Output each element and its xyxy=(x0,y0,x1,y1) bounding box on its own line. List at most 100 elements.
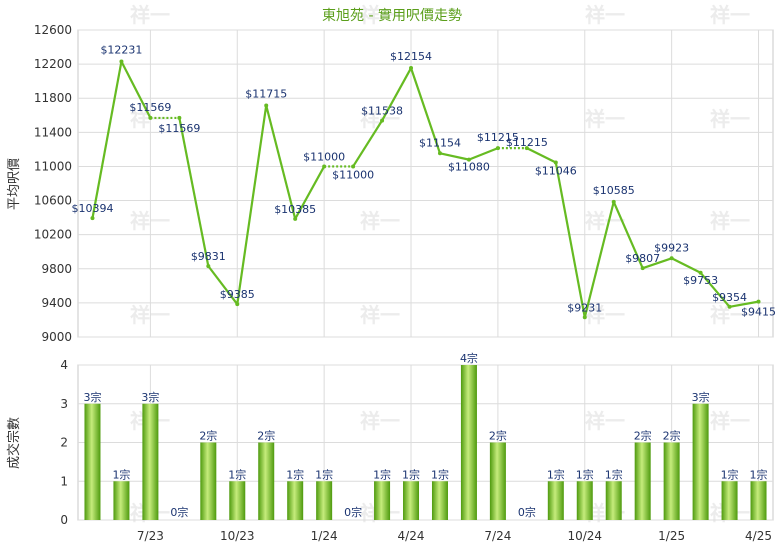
price-data-label: $9231 xyxy=(567,301,602,314)
volume-y-tick-label: 3 xyxy=(60,397,68,411)
volume-bar xyxy=(142,403,159,520)
price-data-label: $11154 xyxy=(419,136,461,149)
volume-bar xyxy=(721,481,738,520)
volume-bar xyxy=(113,481,130,520)
x-tick-label: 1/25 xyxy=(658,529,685,543)
volume-bar xyxy=(229,481,246,520)
volume-y-tick-label: 4 xyxy=(60,358,68,372)
volume-data-label: 1宗 xyxy=(315,467,333,481)
price-y-tick-label: 9000 xyxy=(41,330,72,344)
price-line-segment xyxy=(699,272,731,308)
price-point xyxy=(524,146,529,151)
watermark-text: 祥一 xyxy=(360,409,400,433)
volume-data-label: 1宗 xyxy=(402,467,420,481)
volume-data-label: 2宗 xyxy=(663,429,681,443)
volume-y-tick-label: 1 xyxy=(60,474,68,488)
watermark-text: 祥一 xyxy=(710,409,750,433)
watermark-text: 祥一 xyxy=(360,107,400,131)
price-data-label: $9923 xyxy=(654,241,689,254)
price-point xyxy=(293,216,298,221)
price-data-label: $9385 xyxy=(220,288,255,301)
volume-data-label: 1宗 xyxy=(721,467,739,481)
volume-data-label: 1宗 xyxy=(576,467,594,481)
volume-bar xyxy=(692,403,709,520)
volume-bar xyxy=(200,442,217,520)
price-point xyxy=(177,115,182,120)
price-y-tick-label: 11400 xyxy=(34,125,72,139)
volume-data-label: 3宗 xyxy=(692,390,710,404)
volume-bar xyxy=(634,442,651,520)
price-point xyxy=(264,103,269,108)
price-line-segment xyxy=(409,67,442,154)
price-line-segment xyxy=(120,60,152,119)
price-line-segment xyxy=(612,201,644,269)
volume-data-label: 3宗 xyxy=(83,390,101,404)
watermark-text: 祥一 xyxy=(710,107,750,131)
volume-bar xyxy=(84,403,101,520)
price-line-segment xyxy=(236,105,268,305)
x-tick-label: 10/23 xyxy=(220,529,255,543)
volume-data-label: 1宗 xyxy=(605,467,623,481)
x-tick-label: 7/24 xyxy=(484,529,511,543)
price-data-label: $10385 xyxy=(274,203,316,216)
price-point xyxy=(756,299,761,304)
price-data-label: $11000 xyxy=(332,168,374,181)
price-line-segment xyxy=(265,105,297,220)
price-point xyxy=(206,264,211,269)
volume-bar xyxy=(374,481,391,520)
price-data-label: $9415 xyxy=(741,306,776,319)
volume-bar xyxy=(316,481,333,520)
watermark-text: 祥一 xyxy=(360,303,400,327)
volume-bar xyxy=(605,481,622,520)
price-data-label: $9753 xyxy=(683,274,718,287)
price-point xyxy=(409,66,414,71)
volume-bar xyxy=(576,481,593,520)
volume-bar xyxy=(489,442,506,520)
volume-data-label: 1宗 xyxy=(286,467,304,481)
volume-data-label: 2宗 xyxy=(634,429,652,443)
watermark-text: 祥一 xyxy=(585,409,625,433)
volume-bar xyxy=(258,442,275,520)
price-data-label: $11569 xyxy=(158,122,200,135)
price-line-segment xyxy=(91,61,123,219)
volume-bar xyxy=(431,481,448,520)
price-point xyxy=(582,315,587,320)
price-line-segment xyxy=(207,265,239,305)
volume-data-label: 2宗 xyxy=(199,429,217,443)
volume-bar xyxy=(663,442,680,520)
price-data-label: $11080 xyxy=(448,161,490,174)
price-data-label: $9831 xyxy=(191,250,226,263)
volume-bar xyxy=(547,481,564,520)
volume-bar xyxy=(750,481,767,520)
x-tick-label: 4/25 xyxy=(745,529,772,543)
price-line-segment xyxy=(671,257,702,274)
volume-data-label: 3宗 xyxy=(141,390,159,404)
price-point xyxy=(235,302,240,307)
price-line-segment xyxy=(439,152,470,161)
volume-data-label: 0宗 xyxy=(344,505,362,519)
watermark-text: 祥一 xyxy=(710,209,750,233)
price-data-label: $9807 xyxy=(625,252,660,265)
volume-y-tick-label: 0 xyxy=(60,513,68,527)
volume-data-label: 0宗 xyxy=(170,505,188,519)
price-panel-frame xyxy=(77,29,774,338)
price-line-segment xyxy=(583,201,615,318)
x-tick-label: 1/24 xyxy=(311,529,338,543)
price-data-label: $10394 xyxy=(71,202,113,215)
price-data-label: $12231 xyxy=(100,43,142,56)
price-line-segment xyxy=(554,162,586,318)
volume-data-label: 0宗 xyxy=(518,505,536,519)
price-point xyxy=(611,199,616,204)
watermark-text: 祥一 xyxy=(585,303,625,327)
x-tick-label: 4/24 xyxy=(398,529,425,543)
price-point xyxy=(698,270,703,275)
watermark-text: 祥一 xyxy=(585,3,625,27)
price-data-label: $11569 xyxy=(129,101,171,114)
price-data-label: $11000 xyxy=(303,150,345,163)
price-line-segment xyxy=(381,67,412,122)
price-y-tick-label: 11000 xyxy=(34,159,72,173)
price-point xyxy=(466,157,471,162)
price-line-segment xyxy=(468,147,499,161)
price-axis-label: 平均呎價 xyxy=(7,158,22,210)
